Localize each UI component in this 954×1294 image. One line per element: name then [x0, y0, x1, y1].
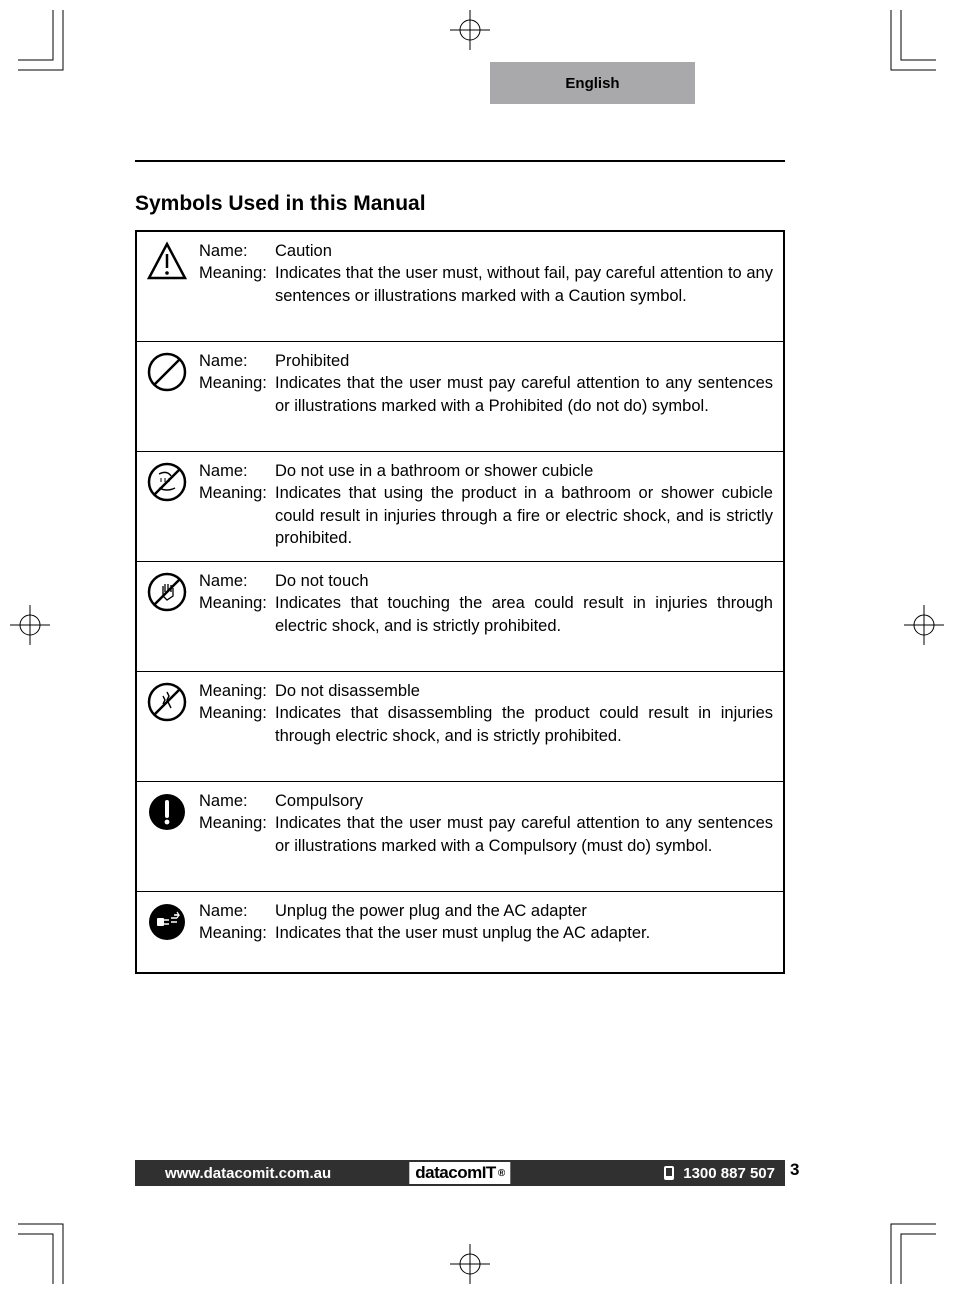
- name-value: Do not use in a bathroom or shower cubic…: [275, 460, 773, 482]
- section-title: Symbols Used in this Manual: [135, 192, 785, 216]
- top-rule: [135, 160, 785, 162]
- unplug-icon: [137, 892, 199, 972]
- name-value: Do not touch: [275, 570, 773, 592]
- name-label: Name:: [199, 570, 275, 592]
- meaning-label: Meaning:: [199, 922, 275, 944]
- registration-mark-top: [450, 10, 490, 50]
- no-bathroom-icon: [137, 452, 199, 561]
- name-label: Name:: [199, 900, 275, 922]
- registration-mark-right: [904, 605, 944, 645]
- crop-mark-bl: [18, 1214, 78, 1284]
- crop-mark-tr: [876, 10, 936, 80]
- meaning-value: Indicates that the user must unplug the …: [275, 922, 773, 944]
- page-content: Symbols Used in this Manual Name:Caution…: [135, 160, 785, 974]
- footer-logo: datacomIT®: [409, 1162, 510, 1184]
- page-number: 3: [790, 1160, 799, 1180]
- language-tab: English: [490, 62, 695, 104]
- name-value: Unplug the power plug and the AC adapter: [275, 900, 773, 922]
- registration-mark-bottom: [450, 1244, 490, 1284]
- name-value: Caution: [275, 240, 773, 262]
- no-touch-icon: [137, 562, 199, 671]
- table-row: Name:Do not touch Meaning:Indicates that…: [137, 562, 783, 672]
- meaning-label: Meaning:: [199, 482, 275, 549]
- compulsory-icon: [137, 782, 199, 891]
- name-value: Prohibited: [275, 350, 773, 372]
- name-value: Do not disassemble: [275, 680, 773, 702]
- crop-mark-br: [876, 1214, 936, 1284]
- meaning-label: Meaning:: [199, 812, 275, 857]
- crop-mark-tl: [18, 10, 78, 80]
- phone-icon: [663, 1165, 677, 1181]
- table-row: Name:Compulsory Meaning:Indicates that t…: [137, 782, 783, 892]
- meaning-value: Indicates that touching the area could r…: [275, 592, 773, 637]
- table-row: Name:Prohibited Meaning:Indicates that t…: [137, 342, 783, 452]
- meaning-value: Indicates that the user must pay careful…: [275, 372, 773, 417]
- meaning-value: Indicates that the user must, without fa…: [275, 262, 773, 307]
- meaning-label: Meaning:: [199, 262, 275, 307]
- footer-phone: 1300 887 507: [663, 1165, 775, 1182]
- name-label: Name:: [199, 790, 275, 812]
- no-disassemble-icon: [137, 672, 199, 781]
- name-label: Meaning:: [199, 680, 275, 702]
- name-value: Compulsory: [275, 790, 773, 812]
- registration-mark-left: [10, 605, 50, 645]
- name-label: Name:: [199, 240, 275, 262]
- symbols-table: Name:Caution Meaning:Indicates that the …: [135, 230, 785, 974]
- meaning-label: Meaning:: [199, 372, 275, 417]
- table-row: Name:Do not use in a bathroom or shower …: [137, 452, 783, 562]
- meaning-value: Indicates that disassembling the product…: [275, 702, 773, 747]
- table-row: Name:Caution Meaning:Indicates that the …: [137, 232, 783, 342]
- meaning-label: Meaning:: [199, 702, 275, 747]
- name-label: Name:: [199, 350, 275, 372]
- meaning-value: Indicates that the user must pay careful…: [275, 812, 773, 857]
- table-row: Name:Unplug the power plug and the AC ad…: [137, 892, 783, 972]
- footer-bar: www.datacomit.com.au datacomIT® 1300 887…: [135, 1160, 785, 1186]
- table-row: Meaning:Do not disassemble Meaning:Indic…: [137, 672, 783, 782]
- prohibited-icon: [137, 342, 199, 451]
- name-label: Name:: [199, 460, 275, 482]
- meaning-value: Indicates that using the product in a ba…: [275, 482, 773, 549]
- caution-icon: [137, 232, 199, 341]
- meaning-label: Meaning:: [199, 592, 275, 637]
- footer-url: www.datacomit.com.au: [165, 1165, 331, 1182]
